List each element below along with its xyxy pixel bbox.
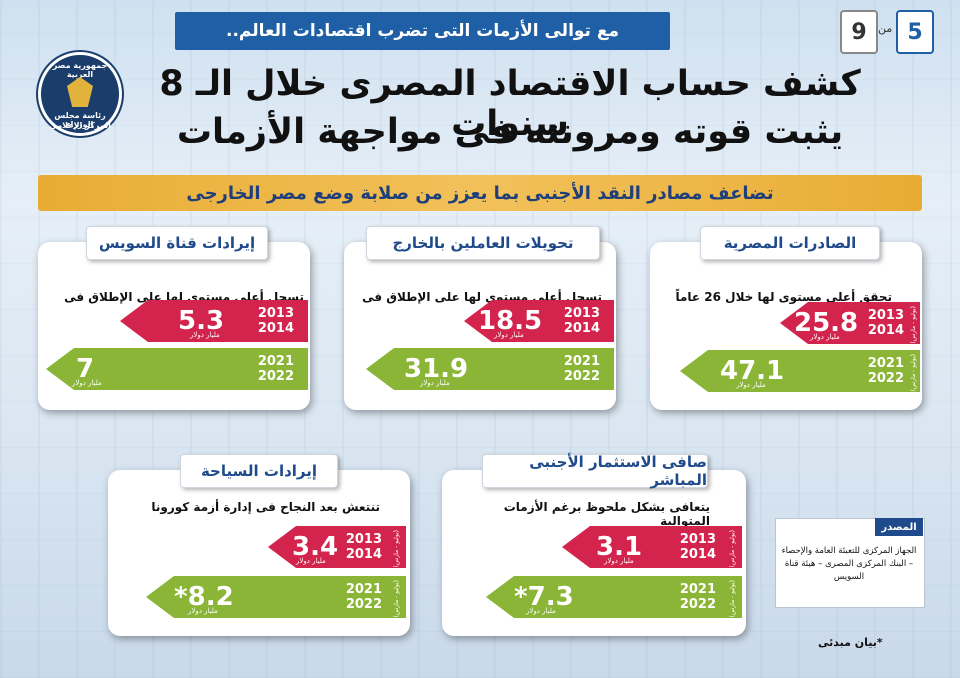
old-years: 2013 2014	[679, 532, 716, 562]
new-value: *8.2	[174, 582, 234, 612]
old-value: 3.4	[292, 532, 339, 562]
card-exports: الصادرات المصرية تحقق أعلى مستوى لها خلا…	[650, 226, 922, 410]
card-desc: تحقق أعلى مستوى لها خلال 26 عاماً	[675, 290, 892, 304]
old-value-arrow: 3.1 مليار دولار 2013 2014 (يوليو - مارس)	[562, 526, 742, 568]
source-label: المصدر	[875, 518, 923, 536]
old-years: 2013 2014	[563, 306, 600, 336]
card-title: تحويلات العاملين بالخارج	[366, 226, 600, 260]
new-period: (يوليو - مارس)	[393, 580, 400, 618]
new-value-arrow: 7 مليار دولار 2021 2022	[46, 348, 308, 390]
old-period: (يوليو - مارس)	[910, 306, 917, 344]
top-banner: مع توالى الأزمات التى تضرب اقتصادات العا…	[175, 12, 670, 50]
logo-text-top: جمهورية مصر العربية	[52, 61, 108, 79]
old-years: 2013 2014	[257, 306, 294, 336]
new-years: 2021 2022	[345, 582, 382, 612]
eagle-icon	[67, 77, 93, 107]
old-years: 2013 2014	[345, 532, 382, 562]
new-years: 2021 2022	[867, 356, 904, 386]
old-period: (يوليو - مارس)	[729, 530, 736, 568]
old-unit: مليار دولار	[494, 331, 524, 339]
new-unit: مليار دولار	[420, 379, 450, 387]
card-title: الصادرات المصرية	[700, 226, 880, 260]
card-title: إيرادات قناة السويس	[86, 226, 268, 260]
old-value: 3.1	[596, 532, 643, 562]
source-text: الجهاز المركزى للتعبئة العامة والإحصاء –…	[781, 546, 917, 582]
card-title: إيرادات السياحة	[180, 454, 338, 488]
old-unit: مليار دولار	[296, 557, 326, 565]
old-unit: مليار دولار	[604, 557, 634, 565]
new-value: 47.1	[720, 356, 785, 386]
old-value: 25.8	[794, 308, 859, 338]
new-unit: مليار دولار	[188, 607, 218, 615]
card-tourism: إيرادات السياحة تنتعش بعد النجاح فى إدار…	[108, 454, 410, 636]
new-value: 31.9	[404, 354, 469, 384]
new-value-arrow: *7.3 مليار دولار 2021 2022 (يوليو - مارس)	[486, 576, 742, 618]
new-value: *7.3	[514, 582, 574, 612]
old-unit: مليار دولار	[810, 333, 840, 341]
old-value-arrow: 25.8 مليار دولار 2013 2014 (يوليو - مارس)	[780, 302, 920, 344]
old-value-arrow: 3.4 مليار دولار 2013 2014 (يوليو - مارس)	[268, 526, 406, 568]
new-value-arrow: 31.9 مليار دولار 2021 2022	[366, 348, 614, 390]
logo-text-bottom: المركز الإعلامى	[49, 121, 111, 130]
old-value: 5.3	[178, 306, 225, 336]
cabinet-logo: جمهورية مصر العربية رئاسة مجلس الوزراء ا…	[38, 52, 122, 136]
old-years: 2013 2014	[867, 308, 904, 338]
new-years: 2021 2022	[679, 582, 716, 612]
page-of-label: من	[878, 22, 893, 35]
page-title-line2: يثبت قوته ومرونته فى مواجهة الأزمات	[176, 112, 844, 152]
page-current: 5	[896, 10, 934, 54]
old-value: 18.5	[478, 306, 543, 336]
card-title: صافى الاستثمار الأجنبى المباشر	[482, 453, 708, 489]
new-unit: مليار دولار	[72, 379, 102, 387]
card-suez-canal: إيرادات قناة السويس تسجل أعلى مستوى لها …	[38, 226, 310, 410]
new-years: 2021 2022	[257, 354, 294, 384]
page-total: 9	[840, 10, 878, 54]
new-value: 7	[76, 354, 95, 384]
card-desc: تنتعش بعد النجاح فى إدارة أزمة كورونا	[151, 500, 380, 514]
old-period: (يوليو - مارس)	[393, 530, 400, 568]
old-value-arrow: 5.3 مليار دولار 2013 2014	[120, 300, 308, 342]
new-value-arrow: 47.1 مليار دولار 2021 2022 (يوليو - مارس)	[680, 350, 920, 392]
new-period: (يوليو - مارس)	[729, 580, 736, 618]
new-value-arrow: *8.2 مليار دولار 2021 2022 (يوليو - مارس)	[146, 576, 406, 618]
logo-text-mid: رئاسة مجلس الوزراء	[54, 111, 106, 129]
new-unit: مليار دولار	[526, 607, 556, 615]
page-title-line1: كشف حساب الاقتصاد المصرى خلال الـ 8 سنوا…	[159, 64, 861, 144]
old-unit: مليار دولار	[190, 331, 220, 339]
new-years: 2021 2022	[563, 354, 600, 384]
new-unit: مليار دولار	[736, 381, 766, 389]
card-fdi: صافى الاستثمار الأجنبى المباشر يتعافى بش…	[442, 453, 746, 636]
old-value-arrow: 18.5 مليار دولار 2013 2014	[464, 300, 614, 342]
card-desc: يتعافى بشكل ملحوظ برغم الأزمات المتوالية	[503, 500, 710, 528]
subtitle-banner: تضاعف مصادر النقد الأجنبى بما يعزز من صل…	[38, 175, 922, 211]
footnote: *بيان مبدئى	[818, 636, 883, 649]
new-period: (يوليو - مارس)	[910, 354, 917, 392]
card-remittances: تحويلات العاملين بالخارج تسجل أعلى مستوى…	[344, 226, 616, 410]
